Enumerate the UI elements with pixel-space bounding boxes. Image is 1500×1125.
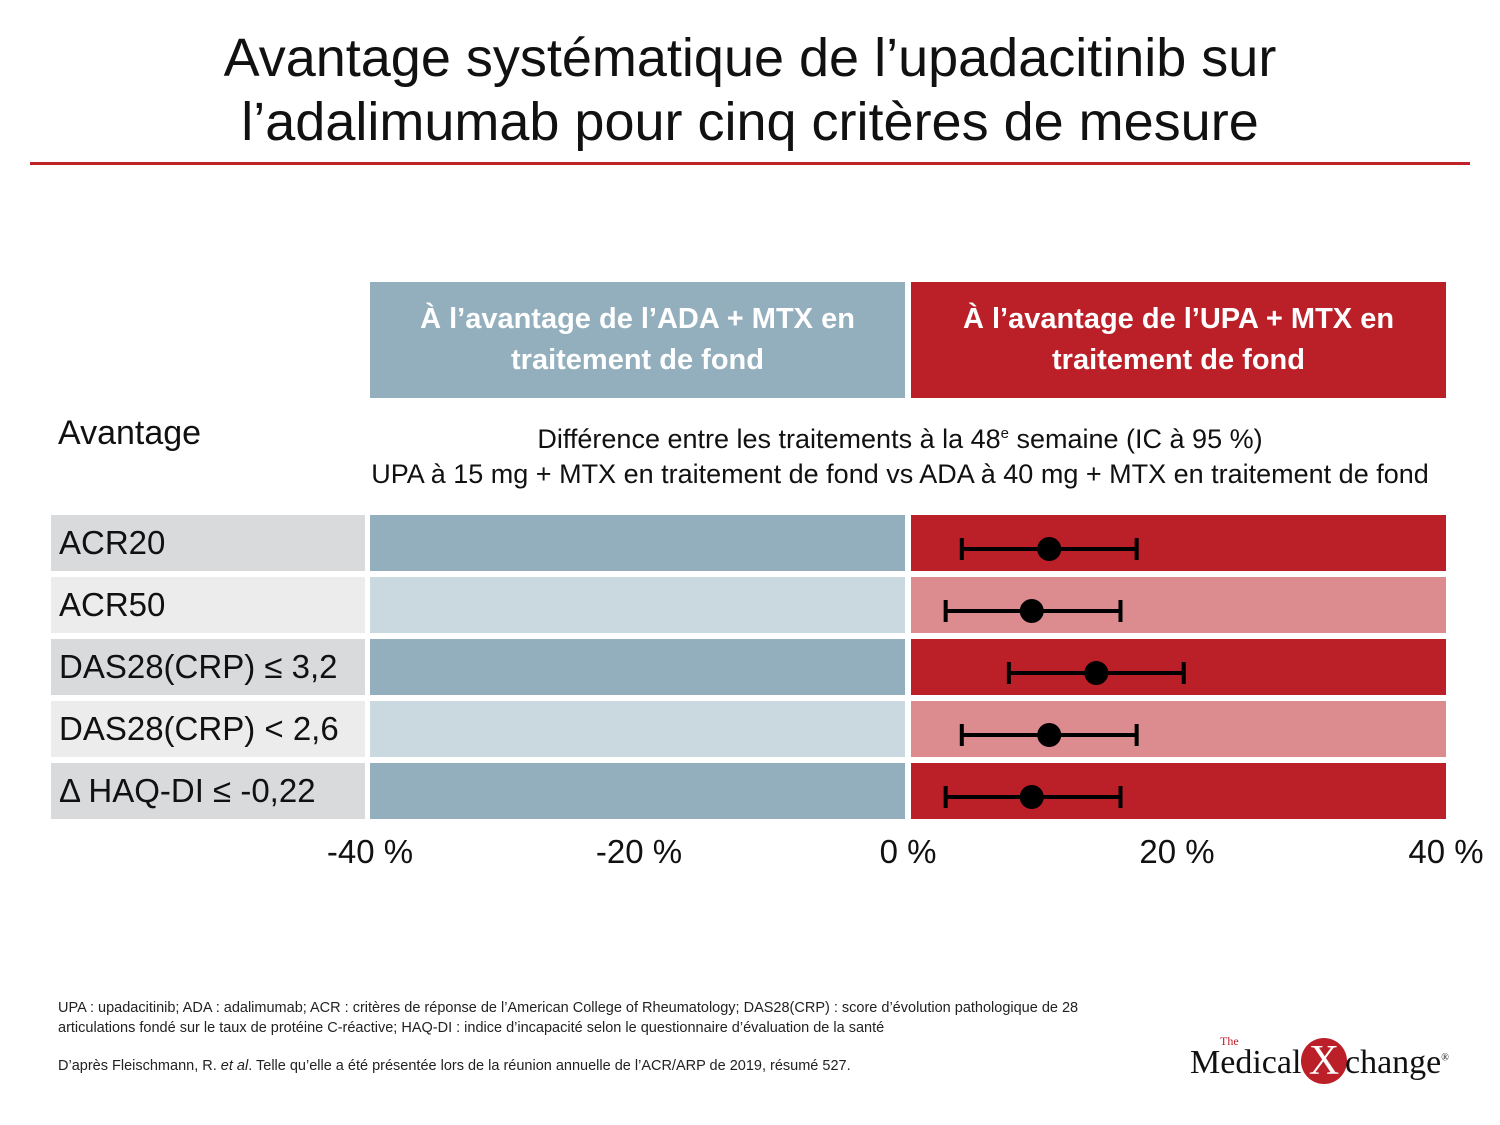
row-label-haq-di-0-22: Δ HAQ-DI ≤ -0,22 xyxy=(51,763,365,819)
logo-change-text: change xyxy=(1345,1044,1442,1081)
source-text-end: . Telle qu’elle a été présentée lors de … xyxy=(248,1058,851,1074)
x-tick-label: -40 % xyxy=(326,833,414,870)
chart-subtitle: Différence entre les traitements à la 48… xyxy=(350,422,1450,492)
logo-medical: Medical xyxy=(1190,1044,1302,1081)
point-estimate xyxy=(1084,661,1109,685)
point-estimate xyxy=(1019,599,1044,623)
x-tick-label: 0 % xyxy=(879,833,937,870)
row-upa-band xyxy=(911,763,1446,819)
title-divider xyxy=(30,162,1470,165)
logo-the: The xyxy=(1220,1034,1239,1048)
row-label-acr50: ACR50 xyxy=(51,577,365,633)
row-upa-band xyxy=(911,701,1446,757)
subtitle-line1: Différence entre les traitements à la 48… xyxy=(350,422,1450,457)
medical-xchange-logo: The Medical X change® xyxy=(1190,1034,1460,1094)
logo-x-mark: X xyxy=(1301,1038,1347,1084)
avantage-label: Avantage xyxy=(58,414,202,452)
chart-title: Avantage systématique de l’upadacitinib … xyxy=(223,28,1277,152)
ci-marker-das28-crp-3-2 xyxy=(1006,661,1186,685)
subtitle-line1-text: Différence entre les traitements à la 48 xyxy=(537,424,1001,454)
header-favors-upa: À l’avantage de l’UPA + MTX en traitemen… xyxy=(911,282,1446,398)
ci-marker-haq-di-0-22 xyxy=(943,785,1123,809)
subtitle-superscript: e xyxy=(1000,425,1009,442)
header-favors-ada: À l’avantage de l’ADA + MTX en traitemen… xyxy=(370,282,905,398)
row-ada-band xyxy=(370,577,905,633)
point-estimate xyxy=(1037,537,1062,561)
x-tick-label: 40 % xyxy=(1408,833,1484,870)
point-estimate xyxy=(1019,785,1044,809)
logo-change: change® xyxy=(1345,1044,1449,1082)
subtitle-line2: UPA à 15 mg + MTX en traitement de fond … xyxy=(371,459,1429,489)
ci-marker-das28-crp-2-6 xyxy=(959,723,1139,747)
row-ada-band xyxy=(370,515,905,571)
ci-marker-acr20 xyxy=(959,537,1139,561)
logo-registered: ® xyxy=(1441,1052,1449,1064)
subtitle-line1-end: semaine (IC à 95 %) xyxy=(1008,424,1263,454)
source-text: D’après Fleischmann, R. xyxy=(58,1058,221,1074)
row-ada-band xyxy=(370,639,905,695)
ci-marker-acr50 xyxy=(943,599,1123,623)
point-estimate xyxy=(1037,723,1062,747)
source-italic: et al xyxy=(220,1058,249,1074)
row-upa-band xyxy=(911,639,1446,695)
row-label-das28-crp-2-6: DAS28(CRP) < 2,6 xyxy=(51,701,365,757)
x-tick-label: -20 % xyxy=(595,833,683,870)
row-ada-band xyxy=(370,701,905,757)
row-upa-band xyxy=(911,515,1446,571)
x-tick-label: 20 % xyxy=(1139,833,1215,870)
row-label-das28-crp-3-2: DAS28(CRP) ≤ 3,2 xyxy=(51,639,365,695)
row-upa-band xyxy=(911,577,1446,633)
footnote: UPA : upadacitinib; ADA : adalimumab; AC… xyxy=(58,1000,1079,1036)
source-citation: D’après Fleischmann, R. et al. Telle qu’… xyxy=(58,1058,851,1074)
row-label-acr20: ACR20 xyxy=(51,515,365,571)
row-ada-band xyxy=(370,763,905,819)
